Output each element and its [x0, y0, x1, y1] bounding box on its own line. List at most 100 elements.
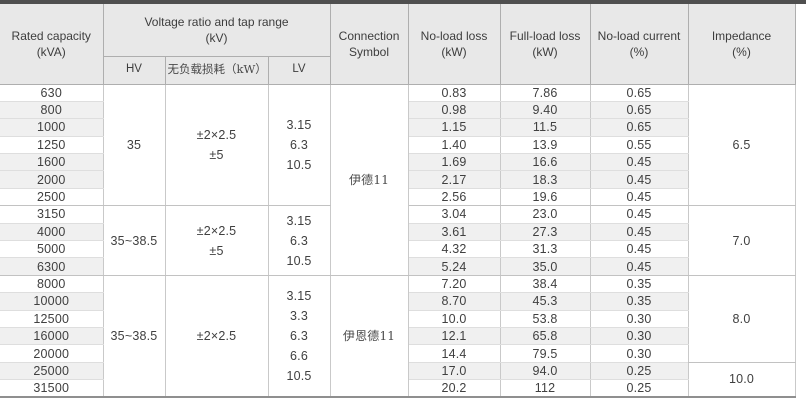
table-row: 31500 20.2 112 0.25 — [0, 379, 795, 399]
table-row: 630 35 ±2×2.5 ±5 3.15 6.3 10.5 伊德11 0.83 7.86 0.65… — [0, 84, 796, 276]
header-full-load-loss: Full-load loss (kW) — [499, 4, 591, 85]
header-lv: LV — [267, 56, 331, 85]
cell-no-load-loss: 1.15 — [408, 118, 501, 137]
cell-no-load-current: 0.25 — [590, 362, 689, 381]
cell-tap-range: ±2×2.5 ±5 — [165, 84, 269, 207]
cell-no-load-current: 0.45 — [590, 257, 689, 276]
cell-no-load-loss: 0.98 — [408, 101, 501, 120]
cell-rated-capacity: 1600 — [0, 153, 104, 172]
cell-no-load-current: 0.65 — [590, 101, 689, 120]
table-row: 20000 14.4 79.5 0.30 — [0, 344, 795, 363]
header-no-load-loss-line1: No-load loss — [420, 28, 488, 43]
cell-full-load-loss: 65.8 — [500, 327, 591, 346]
header-no-load-current: No-load current (%) — [589, 4, 689, 85]
cell-no-load-loss: 2.56 — [408, 188, 501, 207]
cell-no-load-current: 0.45 — [590, 240, 689, 259]
cell-full-load-loss: 18.3 — [500, 170, 591, 189]
cell-tap-range: ±2×2.5 — [165, 275, 269, 399]
table-row: 25000 17.0 94.0 0.25 10.0 — [0, 362, 796, 399]
cell-lv-line: 10.5 — [286, 368, 312, 383]
cell-rated-capacity: 1250 — [0, 136, 104, 155]
cell-full-load-loss: 11.5 — [500, 118, 591, 137]
cell-impedance: 6.5 — [688, 84, 796, 207]
table-row: 10000 8.70 45.3 0.35 — [0, 292, 795, 311]
cell-rated-capacity: 12500 — [0, 310, 104, 328]
cell-impedance-line: 6.5 — [732, 137, 751, 152]
cell-connection-symbol: 伊恩德11 — [330, 275, 409, 399]
cell-no-load-current: 0.65 — [590, 84, 689, 102]
cell-no-load-loss: 8.70 — [408, 292, 501, 311]
cell-hv: 35~38.5 — [103, 205, 166, 276]
cell-hv: 35~38.5 — [103, 275, 166, 399]
cell-rated-capacity: 3150 — [0, 205, 104, 224]
cell-lv-line: 6.3 — [290, 233, 308, 248]
cell-no-load-loss: 1.69 — [408, 153, 501, 172]
table-row: 2000 2.17 18.3 0.45 — [0, 170, 795, 189]
cell-lv-line: 10.5 — [286, 253, 312, 268]
cell-hv-line: 35~38.5 — [110, 233, 158, 248]
cell-full-load-loss: 9.40 — [500, 101, 591, 120]
cell-no-load-current: 0.30 — [590, 310, 689, 328]
cell-connection-symbol-line: 伊德11 — [348, 172, 390, 187]
table-row: 12500 10.0 53.8 0.30 — [0, 310, 795, 328]
cell-rated-capacity: 5000 — [0, 240, 104, 259]
cell-no-load-loss: 2.17 — [408, 170, 501, 189]
cell-hv-line: 35 — [126, 137, 142, 152]
cell-no-load-current: 0.35 — [590, 275, 689, 294]
cell-full-load-loss: 19.6 — [500, 188, 591, 207]
cell-no-load-loss: 12.1 — [408, 327, 501, 346]
header-full-load-loss-line2: (kW) — [532, 44, 558, 59]
table-row: 800 0.98 9.40 0.65 — [0, 101, 795, 120]
cell-tap-range-line: ±2×2.5 — [196, 223, 237, 238]
cell-no-load-current: 0.45 — [590, 188, 689, 207]
cell-lv: 3.15 6.3 10.5 — [268, 84, 331, 207]
table-body: 630 35 ±2×2.5 ±5 3.15 6.3 10.5 伊德11 0.83 7.86 0.65… — [0, 84, 796, 399]
cell-full-load-loss: 38.4 — [500, 275, 591, 294]
header-no-load-loss-line2: (kW) — [441, 44, 467, 59]
cell-full-load-loss: 7.86 — [500, 84, 591, 102]
cell-impedance-line: 7.0 — [732, 233, 751, 248]
cell-no-load-current: 0.30 — [590, 327, 689, 346]
cell-tap-range-line: ±5 — [209, 243, 224, 258]
cell-tap-range-line: ±5 — [209, 147, 224, 162]
cell-no-load-loss: 3.61 — [408, 223, 501, 242]
header-full-load-loss-line1: Full-load loss — [509, 28, 581, 43]
header-rated-capacity-line1: Rated capacity — [11, 28, 91, 43]
cell-no-load-loss: 3.04 — [408, 205, 501, 224]
cell-no-load-current: 0.25 — [590, 379, 689, 399]
cell-impedance: 10.0 — [688, 362, 796, 399]
cell-lv-line: 3.3 — [290, 308, 308, 323]
header-hv: HV — [103, 56, 166, 85]
cell-lv-line: 3.15 — [286, 288, 312, 303]
top-divider-bar — [0, 0, 806, 4]
cell-tap-range: ±2×2.5 ±5 — [165, 205, 269, 276]
cell-lv: 3.15 3.3 6.3 6.6 10.5 — [268, 275, 331, 399]
cell-rated-capacity: 10000 — [0, 292, 104, 311]
table-row: 16000 12.1 65.8 0.30 — [0, 327, 795, 346]
cell-rated-capacity: 6300 — [0, 257, 104, 276]
table-header: Rated capacity (kVA) Voltage ratio and t… — [0, 4, 796, 85]
cell-lv-line: 3.15 — [286, 117, 312, 132]
table-row: 1000 1.15 11.5 0.65 — [0, 118, 795, 137]
cell-no-load-current: 0.30 — [590, 344, 689, 363]
cell-rated-capacity: 16000 — [0, 327, 104, 346]
cell-no-load-current: 0.55 — [590, 136, 689, 155]
header-impedance-line1: Impedance — [711, 28, 772, 43]
cell-tap-range-line: ±2×2.5 — [196, 127, 237, 142]
cell-tap-range-line: ±2×2.5 — [196, 328, 237, 343]
table-row: 1600 1.69 16.6 0.45 — [0, 153, 795, 172]
cell-full-load-loss: 45.3 — [500, 292, 591, 311]
cell-impedance: 7.0 — [688, 205, 796, 276]
header-voltage-ratio-line2: (kV) — [205, 30, 228, 45]
header-connection-line2: Symbol — [349, 44, 390, 59]
cell-no-load-current: 0.45 — [590, 153, 689, 172]
cell-impedance-line: 10.0 — [728, 372, 755, 387]
cell-rated-capacity: 25000 — [0, 362, 104, 381]
cell-no-load-loss: 20.2 — [408, 379, 501, 399]
cell-hv-line: 35~38.5 — [110, 328, 158, 343]
cell-no-load-loss: 4.32 — [408, 240, 501, 259]
cell-rated-capacity: 800 — [0, 101, 104, 120]
cell-no-load-loss: 14.4 — [408, 344, 501, 363]
table-row: 1250 1.40 13.9 0.55 — [0, 136, 795, 155]
cell-rated-capacity: 630 — [0, 84, 104, 102]
